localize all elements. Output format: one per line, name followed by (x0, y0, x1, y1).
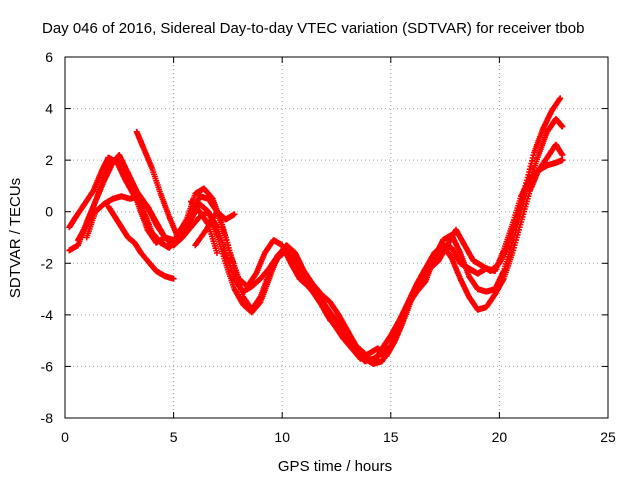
y-tick-label: 4 (45, 101, 53, 117)
series-arc-3 (75, 141, 566, 367)
axes: 0 5 10 15 20 25 -8 -6 -4 -2 0 2 4 6 (41, 49, 616, 445)
y-tick-label: -4 (41, 307, 54, 323)
plus-markers (133, 128, 181, 241)
plus-markers (188, 198, 220, 256)
chart-title: Day 046 of 2016, Sidereal Day-to-day VTE… (42, 20, 584, 37)
x-tick-label: 10 (274, 429, 290, 445)
y-tick-label: 0 (45, 204, 53, 220)
series-arc-6 (133, 128, 181, 241)
series-arc-5 (105, 203, 177, 282)
y-tick-label: -8 (41, 410, 54, 426)
data-points (66, 95, 566, 367)
y-tick-label: -2 (41, 255, 54, 271)
plus-markers (83, 157, 566, 367)
y-axis-title: SDTVAR / TECUs (7, 178, 24, 298)
x-tick-label: 15 (383, 429, 399, 445)
x-axis-title: GPS time / hours (278, 458, 392, 475)
grid (65, 57, 608, 418)
series-arc-8 (188, 198, 220, 256)
plus-markers (66, 115, 566, 365)
y-tick-label: 6 (45, 49, 53, 65)
plus-markers (75, 141, 566, 367)
series-arc-2 (66, 115, 566, 365)
x-tick-label: 5 (170, 429, 178, 445)
x-tick-label: 25 (600, 429, 616, 445)
y-tick-label: 2 (45, 152, 53, 168)
x-tick-label: 20 (492, 429, 508, 445)
y-tick-label: -6 (41, 358, 54, 374)
plot-frame (64, 56, 609, 419)
x-tick-label: 0 (61, 429, 69, 445)
plus-markers (105, 203, 177, 282)
series-arc-4 (83, 157, 566, 367)
